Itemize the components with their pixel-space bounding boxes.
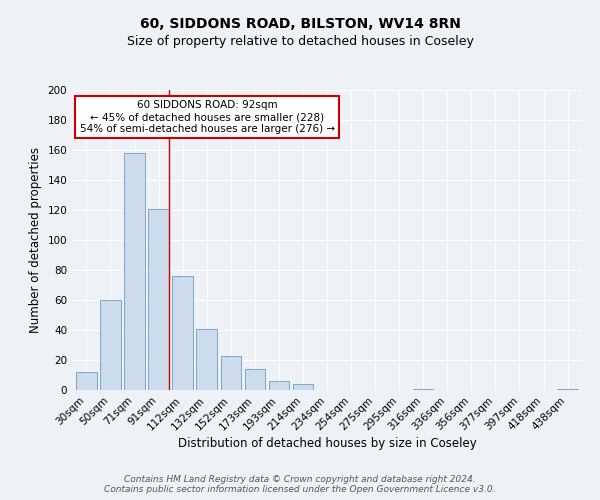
- Bar: [172, 276, 193, 390]
- Bar: [76, 372, 97, 390]
- Text: Size of property relative to detached houses in Coseley: Size of property relative to detached ho…: [127, 35, 473, 48]
- Y-axis label: Number of detached properties: Number of detached properties: [29, 147, 42, 333]
- Bar: [100, 300, 121, 390]
- Bar: [148, 208, 169, 390]
- Bar: [269, 381, 289, 390]
- Text: Contains HM Land Registry data © Crown copyright and database right 2024.
Contai: Contains HM Land Registry data © Crown c…: [104, 474, 496, 494]
- Bar: [124, 153, 145, 390]
- Bar: [221, 356, 241, 390]
- Bar: [245, 369, 265, 390]
- Bar: [196, 328, 217, 390]
- Bar: [293, 384, 313, 390]
- Bar: [413, 388, 433, 390]
- Text: 60, SIDDONS ROAD, BILSTON, WV14 8RN: 60, SIDDONS ROAD, BILSTON, WV14 8RN: [140, 18, 460, 32]
- Bar: [557, 388, 578, 390]
- X-axis label: Distribution of detached houses by size in Coseley: Distribution of detached houses by size …: [178, 438, 476, 450]
- Text: 60 SIDDONS ROAD: 92sqm
← 45% of detached houses are smaller (228)
54% of semi-de: 60 SIDDONS ROAD: 92sqm ← 45% of detached…: [80, 100, 335, 134]
